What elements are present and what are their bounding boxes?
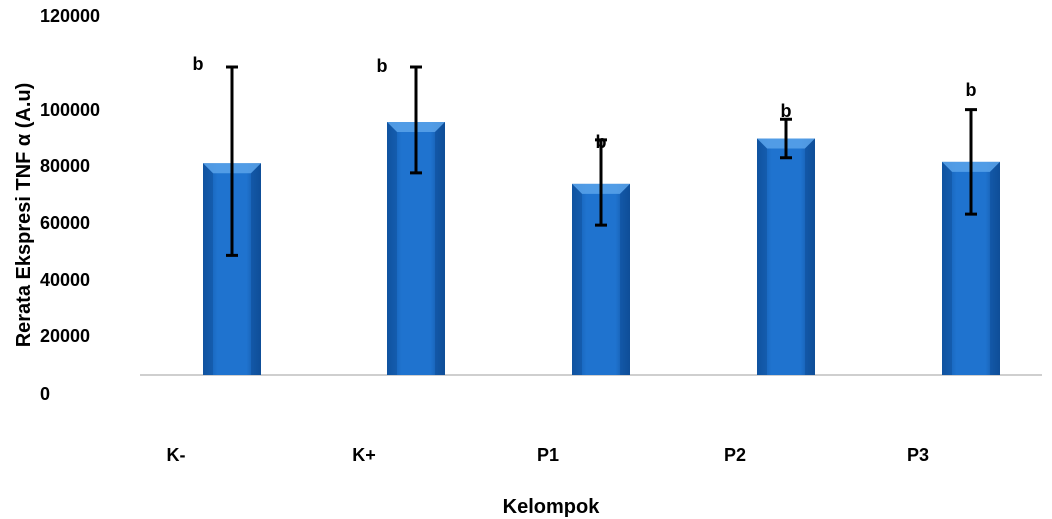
- x-axis-title: Kelompok: [503, 496, 601, 518]
- error-bar-K+: [410, 65, 422, 175]
- significance-label: b: [781, 101, 792, 121]
- significance-label: b: [596, 132, 607, 152]
- significance-labels: b b b b b: [193, 54, 977, 152]
- bar-bevel-left: [757, 138, 767, 375]
- bar-bevel-left: [387, 122, 397, 375]
- significance-label: b: [377, 56, 388, 76]
- y-tick-label: 20000: [40, 326, 90, 346]
- y-axis-title: Rerata Ekspresi TNF α (A.u): [13, 83, 35, 348]
- bar-bevel-right: [990, 161, 1000, 375]
- y-axis-ticks: 0 20000 40000 60000 80000 100000 120000: [40, 6, 100, 404]
- bar-bevel-left: [203, 163, 213, 375]
- error-bar-P2: [780, 117, 792, 160]
- y-tick-label: 40000: [40, 270, 90, 290]
- y-tick-label: 120000: [40, 6, 100, 26]
- y-tick-label: 100000: [40, 100, 100, 120]
- bar-bevel-right: [435, 122, 445, 375]
- bar-bevel-right: [251, 163, 261, 375]
- x-tick-label: P1: [537, 445, 559, 465]
- x-tick-label: K-: [167, 445, 186, 465]
- y-tick-label: 60000: [40, 213, 90, 233]
- bar-P3: [942, 161, 1000, 375]
- x-tick-label: K+: [352, 445, 376, 465]
- y-tick-label: 0: [40, 384, 50, 404]
- significance-label: b: [966, 80, 977, 100]
- error-bar-P1: [595, 138, 607, 227]
- x-tick-label: P3: [907, 445, 929, 465]
- significance-label: b: [193, 54, 204, 74]
- bar-P2: [757, 138, 815, 375]
- x-axis-categories: K- K+ P1 P2 P3: [167, 445, 930, 465]
- error-bars-group: [226, 65, 977, 257]
- error-bar-P3: [965, 108, 977, 216]
- bar-bevel-left: [572, 183, 582, 375]
- bar-bevel-left: [942, 161, 952, 375]
- bar-bevel-right: [620, 183, 630, 375]
- error-bar-K-: [226, 65, 238, 257]
- bar-bevel-right: [805, 138, 815, 375]
- x-tick-label: P2: [724, 445, 746, 465]
- y-tick-label: 80000: [40, 156, 90, 176]
